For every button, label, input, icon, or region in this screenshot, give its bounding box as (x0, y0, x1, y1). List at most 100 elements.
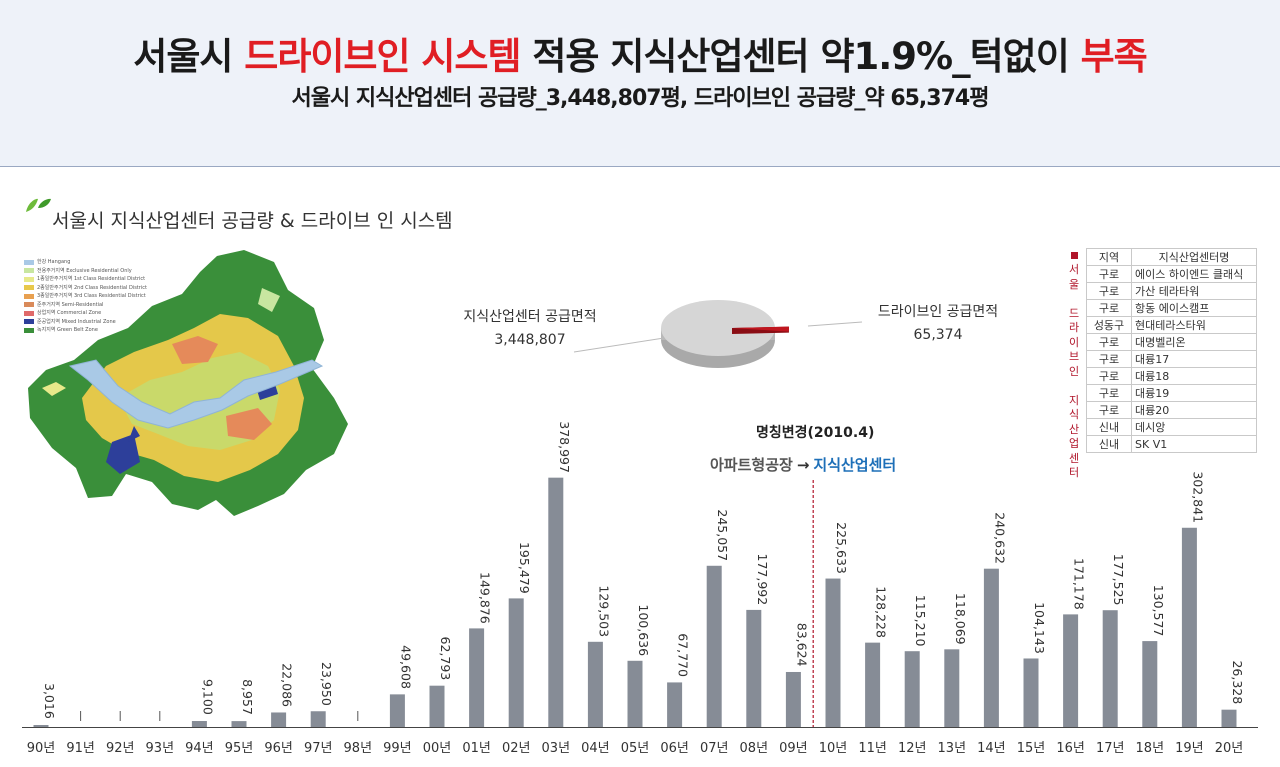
x-tick-label: 92년 (106, 741, 135, 756)
rename-annotation: 아파트형공장 → 지식산업센터 (710, 454, 896, 475)
map-legend-item: 준공업지역 Mixed Industrial Zone (24, 318, 147, 327)
bar-value-label: 177,525 (1111, 554, 1126, 606)
x-tick-label: 99년 (383, 741, 412, 756)
pie-slice-drive-in (732, 326, 789, 332)
title-highlight-shortage: 부족 (1080, 35, 1148, 78)
bar-value-label: 23,950 (319, 662, 334, 706)
x-tick-label: 96년 (264, 741, 293, 756)
column-header-region: 지역 (1086, 248, 1132, 266)
pie-label-total: 지식산업센터 공급면적 3,448,807 (440, 306, 620, 352)
bar-value-label: 83,624 (794, 623, 809, 667)
map-legend-label: 녹지지역 Green Belt Zone (37, 327, 98, 333)
cell-project-name: 에이스 하이엔드 클래식 (1131, 265, 1257, 283)
bar (746, 609, 762, 727)
bar-value-label: 104,143 (1032, 602, 1047, 654)
table-row: 구로 대륭18 (1086, 367, 1257, 385)
bar-value-label: 195,479 (517, 542, 532, 594)
x-tick-label: 01년 (462, 741, 491, 756)
title-highlight-drive-in: 드라이브인 시스템 (244, 35, 521, 78)
map-legend-swatch (24, 285, 34, 291)
x-tick-label: 91년 (66, 741, 95, 756)
x-tick-label: 07년 (700, 741, 729, 756)
cell-project-name: SK V1 (1131, 435, 1257, 453)
bar (1063, 614, 1079, 727)
bar (1023, 658, 1039, 727)
pie-slice-total (661, 300, 775, 356)
x-tick-label: 02년 (502, 741, 531, 756)
bar (548, 477, 564, 727)
bar-value-label: 225,633 (834, 522, 849, 574)
x-tick-label: 16년 (1056, 741, 1085, 756)
bar (191, 721, 207, 727)
x-tick-label: 12년 (898, 741, 927, 756)
bar-value-label: 149,876 (478, 572, 493, 624)
map-legend-label: 3종일반주거지역 3rd Class Residential District (37, 293, 146, 299)
cell-region: 구로 (1086, 282, 1132, 300)
bar (983, 568, 999, 727)
map-legend-item: 상업지역 Commercial Zone (24, 309, 147, 318)
bar-value-label: 67,770 (676, 633, 691, 677)
pie-total-label: 지식산업센터 공급면적 (463, 309, 597, 325)
x-tick-label: 09년 (779, 741, 808, 756)
bar-value-label: 26,328 (1230, 660, 1245, 704)
x-tick-label: 03년 (542, 741, 571, 756)
bar (865, 642, 881, 727)
section-title: 서울시 지식산업센터 공급량 & 드라이브 인 시스템 (52, 210, 453, 232)
table-row: 구로 대륭19 (1086, 384, 1257, 402)
x-tick-label: 98년 (344, 741, 373, 756)
map-legend-swatch (24, 268, 34, 274)
x-tick-label: 95년 (225, 741, 254, 756)
x-tick-label: 15년 (1017, 741, 1046, 756)
bar (310, 711, 326, 727)
bar-value-label: 171,178 (1072, 558, 1087, 610)
map-legend-item: 준주거지역 Semi-Residential (24, 301, 147, 310)
leaf-icon (26, 198, 51, 212)
bar (587, 641, 603, 727)
table-row: 구로 항동 에이스캠프 (1086, 299, 1257, 317)
bar-value-label: 130,577 (1151, 585, 1166, 637)
bar-value-label: 8,957 (240, 679, 255, 715)
arrow-right-icon: → (796, 456, 810, 474)
map-legend-label: 전용주거지역 Exclusive Residential Only (37, 267, 132, 274)
x-tick-label: 93년 (146, 741, 175, 756)
rename-from: 아파트형공장 (710, 456, 793, 474)
cell-region: 구로 (1086, 299, 1132, 317)
pie-drive-in-value: 65,374 (913, 327, 963, 343)
x-tick-label: 17년 (1096, 741, 1125, 756)
bar (1221, 709, 1237, 727)
title-middle: 적용 지식산업센터 약1.9%_턱없이 (520, 35, 1081, 78)
x-tick-label: 97년 (304, 741, 333, 756)
bar-value-label: 128,228 (874, 586, 889, 638)
bar-value-label: 62,793 (438, 636, 453, 680)
bar (1181, 527, 1197, 727)
bar-value-label: 240,632 (992, 512, 1007, 564)
title-prefix: 서울시 (133, 35, 245, 78)
bar-value-label: 100,636 (636, 604, 651, 656)
cell-region: 신내 (1086, 435, 1132, 453)
subtitle: 서울시 지식산업센터 공급량_3,448,807평, 드라이브인 공급량_약 6… (291, 86, 990, 111)
map-legend-label: 준주거지역 Semi-Residential (37, 301, 104, 308)
x-tick-label: 10년 (819, 741, 848, 756)
bar-value-label: 177,992 (755, 554, 770, 606)
bar-value-label: 129,503 (596, 585, 611, 637)
table-row: 구로 대명벨리온 (1086, 333, 1257, 351)
seoul-zoning-map (28, 250, 348, 516)
bar (667, 682, 683, 727)
bar-value-label: 378,997 (557, 421, 572, 473)
x-tick-label: 04년 (581, 741, 610, 756)
cell-region: 성동구 (1086, 316, 1132, 334)
rename-to: 지식산업센터 (813, 456, 897, 474)
bar (33, 725, 49, 727)
bar (1102, 610, 1118, 727)
rename-title: 명칭변경(2010.4) (756, 425, 875, 441)
map-legend-swatch (24, 310, 34, 316)
pie-total-value: 3,448,807 (494, 332, 566, 348)
table-row: 신내 SK V1 (1086, 435, 1257, 453)
bar (271, 712, 287, 727)
map-legend-swatch (24, 319, 34, 325)
x-tick-label: 00년 (423, 741, 452, 756)
x-tick-label: 05년 (621, 741, 650, 756)
bar (1142, 641, 1158, 727)
